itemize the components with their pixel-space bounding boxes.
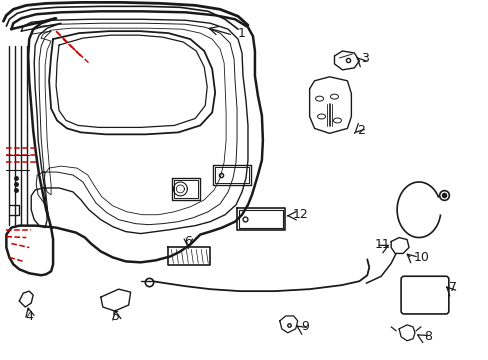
Text: 1: 1: [238, 27, 245, 40]
Text: 10: 10: [413, 251, 429, 264]
Text: 8: 8: [423, 330, 431, 343]
Text: 6: 6: [184, 235, 192, 248]
Text: 9: 9: [301, 320, 309, 333]
Text: 7: 7: [448, 281, 456, 294]
Text: 4: 4: [25, 310, 33, 323]
Text: 12: 12: [292, 208, 308, 221]
Text: 5: 5: [111, 310, 120, 323]
Text: 11: 11: [373, 238, 389, 251]
Text: 3: 3: [361, 53, 368, 66]
Text: 2: 2: [357, 124, 365, 137]
